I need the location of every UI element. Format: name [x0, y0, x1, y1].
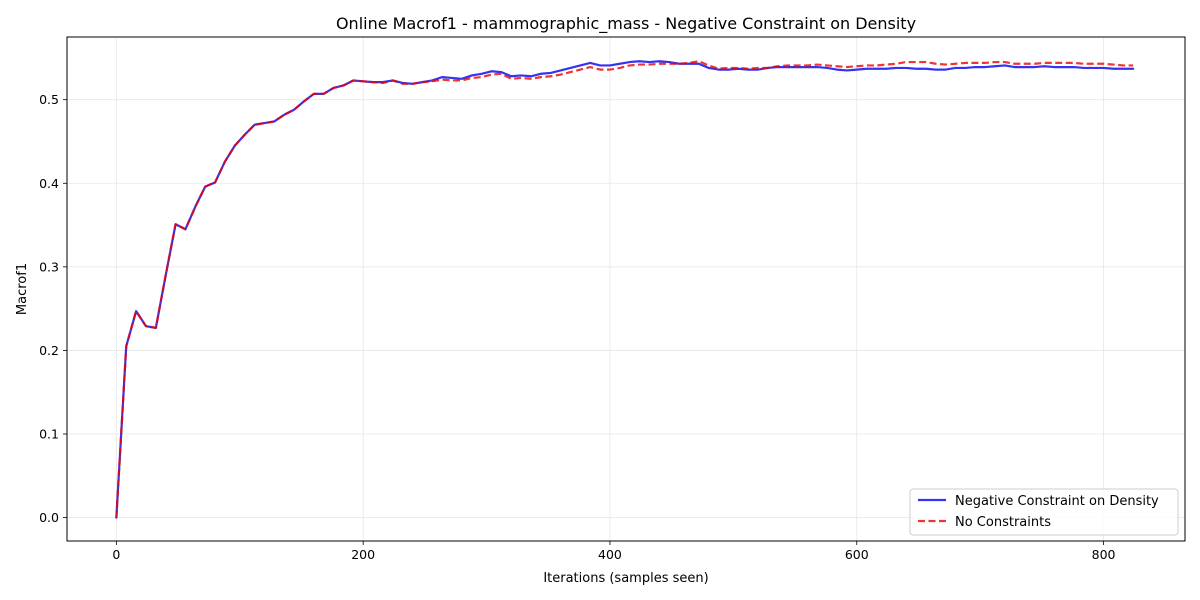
y-tick-label: 0.3	[39, 259, 59, 274]
series-layer	[115, 60, 1135, 519]
legend: Negative Constraint on Density No Constr…	[909, 488, 1179, 536]
x-tick-label: 800	[1092, 547, 1116, 562]
x-axis-label: Iterations (samples seen)	[543, 571, 708, 586]
x-tick-label: 200	[351, 547, 375, 562]
x-tick-label: 0	[112, 547, 120, 562]
legend-label-negative-constraint: Negative Constraint on Density	[955, 494, 1159, 509]
y-tick-label: 0.0	[39, 510, 59, 525]
y-tick-label: 0.2	[39, 343, 59, 358]
grid	[67, 37, 1185, 541]
y-axis-label: Macrof1	[15, 263, 30, 315]
y-tick-label: 0.4	[39, 176, 59, 191]
series-line-negative-constraint	[115, 60, 1135, 519]
series-line-no-constraints	[115, 60, 1134, 518]
axis-ticks: 0 200 400 600 800 0.0 0.1 0.2 0.3 0.4 0.5	[39, 92, 1115, 562]
legend-box	[909, 488, 1179, 536]
legend-label-no-constraints: No Constraints	[955, 515, 1051, 530]
plot-frame	[66, 36, 1186, 542]
y-tick-label: 0.1	[39, 427, 59, 442]
chart-title: Online Macrof1 - mammographic_mass - Neg…	[336, 14, 916, 34]
x-tick-label: 400	[598, 547, 622, 562]
x-tick-label: 600	[845, 547, 869, 562]
y-tick-label: 0.5	[39, 92, 59, 107]
